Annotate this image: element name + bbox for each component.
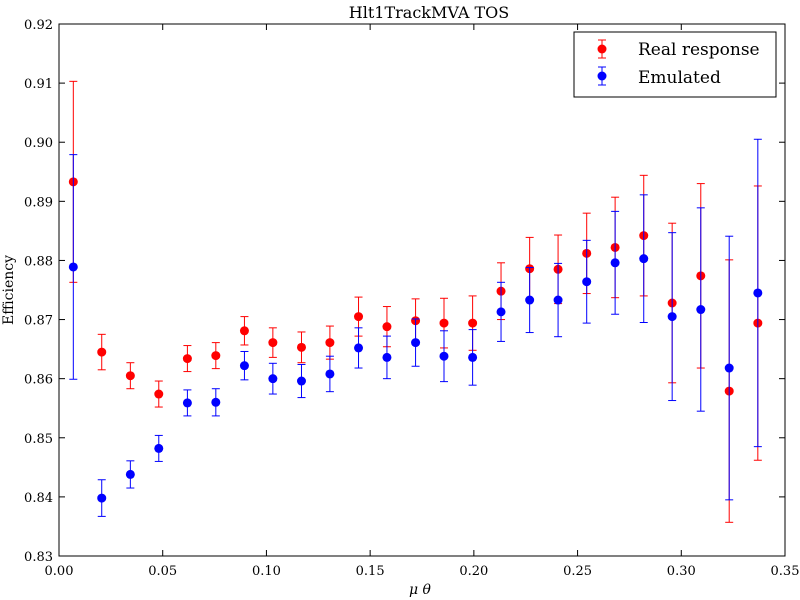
data-point: [125, 469, 135, 479]
x-tick-label: 0.00: [45, 564, 74, 579]
data-point: [496, 307, 506, 317]
data-point: [468, 318, 478, 328]
data-point: [667, 312, 677, 322]
data-point: [610, 258, 620, 268]
y-tick-label: 0.92: [24, 18, 53, 33]
data-point: [525, 295, 535, 305]
data-point: [97, 347, 107, 357]
x-tick-label: 0.30: [667, 564, 696, 579]
y-tick-label: 0.85: [24, 432, 53, 447]
data-point: [296, 342, 306, 352]
data-point: [382, 322, 392, 332]
data-point: [354, 312, 364, 322]
data-point: [753, 288, 763, 298]
x-axis-label: μ θ: [409, 582, 432, 598]
data-marks: [68, 80, 763, 523]
legend-entry-real: Real response: [597, 39, 760, 60]
y-tick-label: 0.86: [24, 373, 53, 388]
y-tick-label: 0.88: [24, 254, 53, 269]
data-point: [411, 338, 421, 348]
data-point: [182, 398, 192, 408]
x-tick-label: 0.35: [771, 564, 800, 579]
data-point: [439, 318, 449, 328]
x-tick-label: 0.20: [459, 564, 488, 579]
data-point: [439, 351, 449, 361]
y-tick-label: 0.84: [24, 491, 53, 506]
x-tick-label: 0.10: [252, 564, 281, 579]
data-point: [239, 326, 249, 336]
legend-marker-real: [597, 44, 607, 54]
legend-entry-emulated: Emulated: [597, 66, 721, 88]
plot-frame: [58, 23, 786, 557]
y-tick-label: 0.89: [24, 195, 53, 210]
series-emulated: [68, 138, 763, 517]
y-tick-label: 0.83: [24, 550, 53, 565]
y-axis-label: Efficiency: [1, 255, 17, 325]
legend-label-real: Real response: [638, 40, 760, 60]
data-point: [97, 493, 107, 503]
data-point: [182, 354, 192, 364]
data-point: [696, 305, 706, 315]
data-point: [382, 352, 392, 362]
data-point: [325, 369, 335, 379]
data-point: [296, 376, 306, 386]
data-point: [268, 338, 278, 348]
x-tick-label: 0.05: [148, 564, 177, 579]
data-point: [354, 343, 364, 353]
y-tick-label: 0.87: [24, 314, 53, 329]
x-tick-label: 0.25: [563, 564, 592, 579]
data-point: [154, 443, 164, 453]
data-point: [582, 277, 592, 287]
legend-label-emulated: Emulated: [638, 68, 721, 88]
data-point: [211, 397, 221, 407]
y-tick-label: 0.91: [24, 77, 53, 92]
data-point: [553, 295, 563, 305]
x-tick-label: 0.15: [356, 564, 385, 579]
data-point: [325, 338, 335, 348]
data-point: [239, 361, 249, 371]
data-point: [125, 371, 135, 381]
y-tick-label: 0.90: [24, 136, 53, 151]
data-point: [68, 262, 78, 272]
legend-marker-emulated: [597, 71, 607, 81]
legend-box: [573, 31, 777, 98]
data-point: [468, 352, 478, 362]
data-point: [154, 389, 164, 399]
data-point: [211, 351, 221, 361]
axis-ticks: 0.00 0.05 0.10 0.15 0.20 0.25 0.30 0.35 0.83 0.84…: [24, 18, 799, 579]
data-point: [724, 363, 734, 373]
legend: Real response Emulated: [573, 31, 777, 98]
series-real-response: [68, 80, 763, 523]
data-point: [268, 374, 278, 384]
chart-title: Hlt1TrackMVA TOS: [349, 3, 509, 22]
data-point: [639, 254, 649, 264]
